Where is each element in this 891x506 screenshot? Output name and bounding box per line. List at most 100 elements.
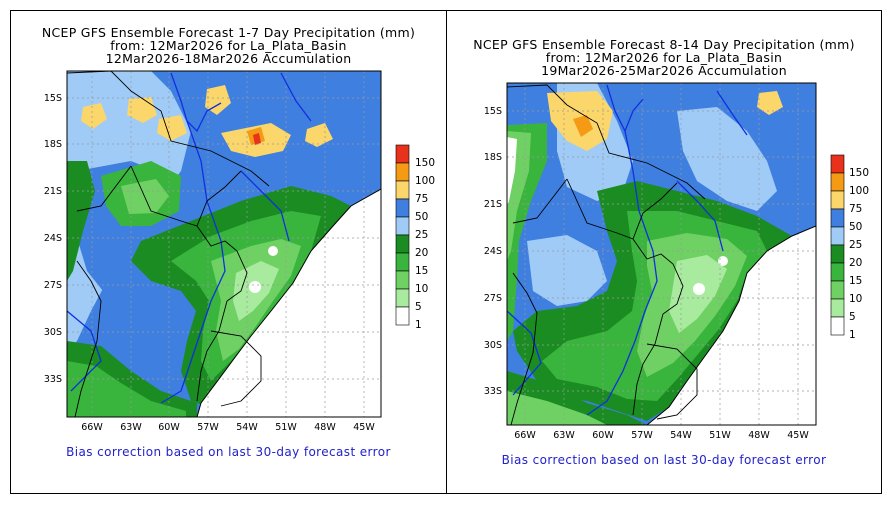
right-borders [507,84,706,425]
left-legend-label-20: 20 [415,247,428,259]
left-legend-50 [395,198,410,218]
left-lon-60w: 60W [158,422,180,433]
right-ocean-se [647,226,816,425]
right-title: NCEP GFS Ensemble Forecast 8-14 Day Prec… [473,37,855,52]
left-fill-75d [205,85,231,115]
right-legend-label-15: 15 [849,275,862,287]
right-bias-note: Bias correction based on last 30-day for… [501,453,827,467]
right-lon-51w: 51W [709,430,731,441]
right-legend-150 [830,154,845,174]
left-ocean-se [197,189,381,417]
right-map-panel: NCEP GFS Ensemble Forecast 8-14 Day Prec… [446,10,882,494]
left-legend-label-75: 75 [415,193,428,205]
right-fill-25b [677,107,777,211]
left-green-south2 [67,361,186,417]
left-legend-10 [395,270,410,290]
right-lon-63w: 63W [553,430,575,441]
left-from: from: 12Mar2026 for La_Plata_Basin [110,38,347,53]
left-coastline [196,188,381,417]
left-bias-note: Bias correction based on last 30-day for… [66,445,391,459]
right-rivers [507,84,748,416]
left-fill-75f [305,123,333,147]
left-lon-63w: 63W [120,422,142,433]
left-legend-15 [395,252,410,272]
left-lon-51w: 51W [275,422,297,433]
right-lon-45w: 45W [787,430,809,441]
right-lon-48w: 48W [748,430,770,441]
left-title: NCEP GFS Ensemble Forecast 1-7 Day Preci… [41,25,416,40]
left-lat-33s: 33S [44,374,62,385]
left-lat-15s: 15S [44,93,62,104]
left-lat-27s: 27S [44,280,62,291]
right-lon-labels: 66W 63W 60W 57W 54W 51W 48W 45W [514,430,809,441]
right-legend: 150 100 75 50 25 20 15 10 5 1 [830,154,869,341]
right-legend-1 [830,316,845,336]
left-legend-100 [395,162,410,182]
right-legend-100 [830,172,845,192]
right-legend-50 [830,208,845,228]
left-grid [67,71,381,417]
left-lon-66w: 66W [81,422,103,433]
right-lon-60w: 60W [592,430,614,441]
left-fill-1b [268,246,278,256]
right-legend-15 [830,262,845,282]
right-lon-57w: 57W [631,430,653,441]
left-legend-label-15: 15 [415,265,428,277]
right-accum: 19Mar2026-25Mar2026 Accumulation [541,63,787,78]
right-fill-1a [693,283,705,295]
left-lat-18s: 18S [44,139,62,150]
left-precip-field [67,71,381,417]
right-fill-25c [527,235,607,306]
right-from: from: 12Mar2026 for La_Plata_Basin [545,50,783,65]
left-lon-48w: 48W [314,422,336,433]
right-legend-label-20: 20 [849,257,862,269]
right-legend-label-25: 25 [849,239,862,251]
right-legend-label-5: 5 [849,311,856,323]
left-rivers [67,72,312,404]
right-lat-33s: 33S [484,386,502,397]
right-plot-frame [506,82,817,426]
left-lat-30s: 30S [44,327,62,338]
left-legend-5 [395,288,410,308]
left-legend-label-25: 25 [415,229,428,241]
left-map-svg: 15S 18S 21S 24S 27S 30S 33S 66W 63W 60W … [44,70,435,433]
left-map-panel: NCEP GFS Ensemble Forecast 1-7 Day Preci… [10,10,447,494]
right-fill-75b [757,91,783,115]
right-legend-label-1: 1 [849,329,856,341]
left-legend-1 [395,306,410,326]
right-fill-100 [573,115,593,137]
left-legend: 150 100 75 50 25 20 15 10 5 1 [395,144,435,331]
left-fill-1a [249,281,261,293]
right-lat-labels: 15S 18S 21S 24S 27S 30S 33S [484,106,502,397]
right-legend-75 [830,190,845,210]
left-accum: 12Mar2026-18Mar2026 Accumulation [105,51,352,66]
right-legend-5 [830,298,845,318]
right-fill-1b [718,256,728,266]
right-white-west [507,137,517,206]
left-legend-75 [395,180,410,200]
left-lon-57w: 57W [197,422,219,433]
left-legend-label-1: 1 [415,319,422,331]
right-grid [507,83,816,425]
left-plot-frame [66,70,382,418]
left-legend-label-150: 150 [415,157,435,169]
left-lon-labels: 66W 63W 60W 57W 54W 51W 48W 45W [81,422,375,433]
right-lon-54w: 54W [670,430,692,441]
left-lat-21s: 21S [44,186,62,197]
right-lon-66w: 66W [514,430,536,441]
right-lat-27s: 27S [484,293,502,304]
right-map-svg: 15S 18S 21S 24S 27S 30S 33S 66W 63W 60W … [484,82,869,441]
left-lon-45w: 45W [353,422,375,433]
right-legend-label-75: 75 [849,203,862,215]
right-lat-30s: 30S [484,340,502,351]
right-legend-10 [830,280,845,300]
right-legend-label-10: 10 [849,293,862,305]
right-legend-25 [830,226,845,246]
left-legend-label-50: 50 [415,211,428,223]
left-fill-75a [81,103,107,129]
left-lon-54w: 54W [236,422,258,433]
left-legend-label-10: 10 [415,283,428,295]
left-fill-150 [253,133,261,145]
left-legend-25 [395,216,410,236]
